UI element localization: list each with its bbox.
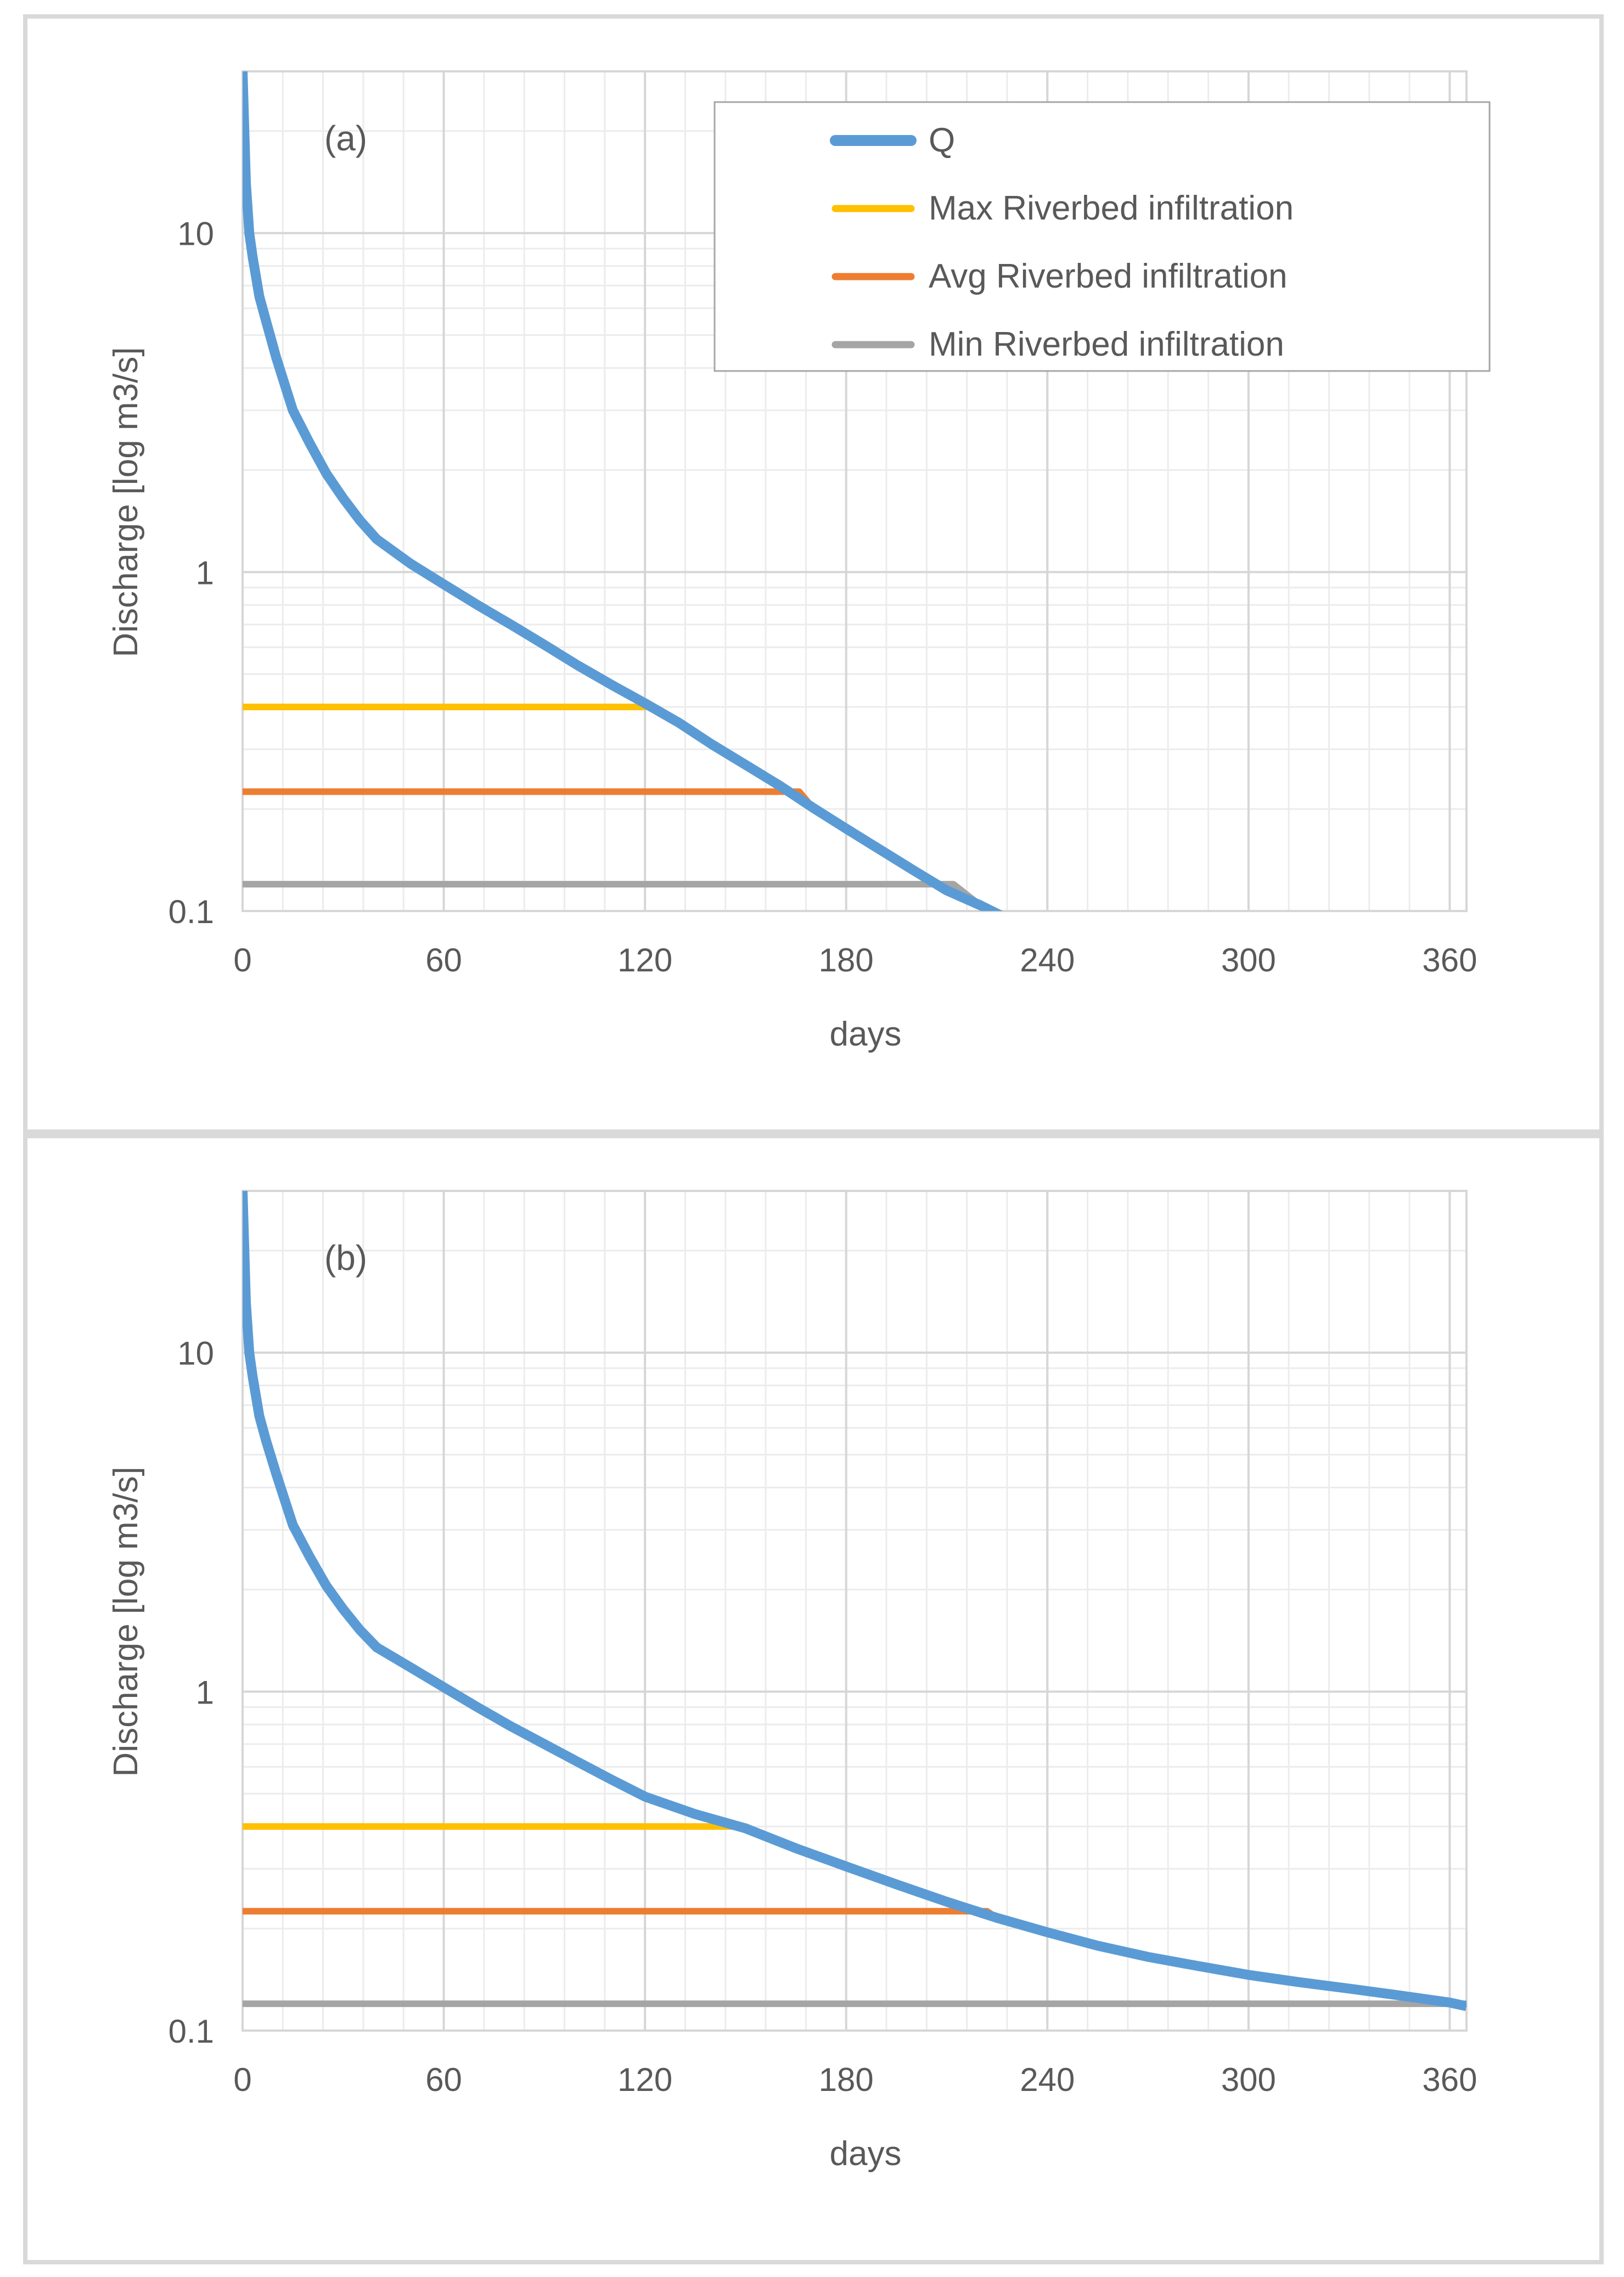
x-tick-label: 240: [1020, 942, 1075, 979]
legend-label-q: Q: [929, 121, 955, 159]
y-tick-label: 0.1: [168, 893, 214, 930]
series-line-q: [243, 1191, 1466, 2011]
y-tick-label: 10: [177, 1335, 214, 1372]
y-tick-label: 0.1: [168, 2013, 214, 2050]
x-axis-title: days: [830, 2135, 902, 2173]
plot-area: [243, 1191, 1466, 2031]
series-line-q: [243, 71, 1003, 911]
legend-label-max-riverbed-infiltration: Max Riverbed infiltration: [929, 189, 1294, 227]
x-tick-label: 180: [819, 2061, 874, 2098]
x-axis-title: days: [830, 1015, 902, 1053]
x-tick-label: 300: [1221, 2061, 1276, 2098]
x-tick-label: 360: [1422, 2061, 1477, 2098]
panel-label: (b): [324, 1238, 367, 1278]
y-tick-label: 1: [196, 554, 214, 591]
chart-a-svg: 0 60 120 180 240 300 360 0.1 1 10 days Discharge [l…: [107, 70, 1491, 1053]
legend-box: [713, 101, 1491, 372]
y-axis-title: Discharge [log m3/s]: [107, 347, 145, 657]
plot-frame: [241, 1190, 1468, 2032]
x-tick-label: 300: [1221, 942, 1276, 979]
y-tick-label: 10: [177, 216, 214, 252]
panel-label: (a): [324, 119, 367, 158]
series-group: [243, 1191, 1466, 2011]
legend: Q Max Riverbed infiltration Avg Riverbed i…: [713, 101, 1491, 372]
x-tick-label: 60: [425, 2061, 462, 2098]
x-tick-label: 240: [1020, 2061, 1075, 2098]
x-tick-label: 120: [617, 2061, 672, 2098]
legend-label-avg-riverbed-infiltration: Avg Riverbed infiltration: [929, 257, 1288, 295]
x-tick-label: 180: [819, 942, 874, 979]
y-tick-label: 1: [196, 1674, 214, 1711]
chart-panel-a: 0 60 120 180 240 300 360 0.1 1 10 days Discharge [l…: [23, 14, 1604, 1134]
x-tick-label: 0: [233, 2061, 251, 2098]
plot-frame: [241, 70, 1468, 912]
grid: [241, 1191, 1466, 2032]
chart-panel-b: 0 60 120 180 240 300 360 0.1 1 10 days Discharge [l…: [23, 1134, 1604, 2264]
x-tick-label: 120: [617, 942, 672, 979]
y-axis-title: Discharge [log m3/s]: [107, 1466, 145, 1776]
x-tick-label: 360: [1422, 942, 1477, 979]
legend-label-min-riverbed-infiltration: Min Riverbed infiltration: [929, 325, 1284, 363]
x-tick-label: 60: [425, 942, 462, 979]
series-group: [243, 71, 1003, 911]
x-tick-label: 0: [233, 942, 251, 979]
chart-b-svg: 0 60 120 180 240 300 360 0.1 1 10 days Discharge [l…: [107, 1190, 1477, 2173]
